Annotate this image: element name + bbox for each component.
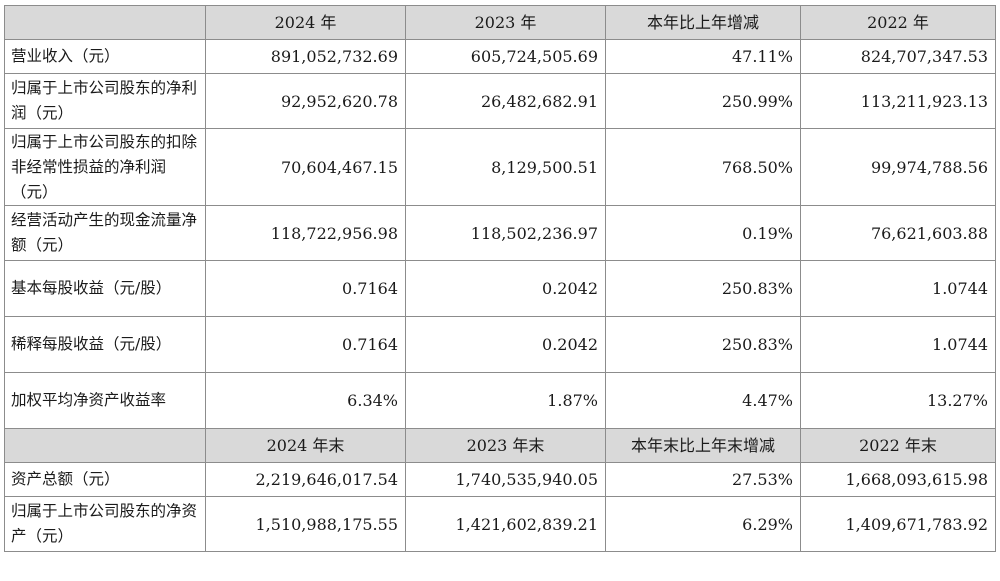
value-2023: 0.2042 xyxy=(405,316,606,373)
value-2022: 99,974,788.56 xyxy=(800,128,996,206)
value-2023: 1,421,602,839.21 xyxy=(405,496,606,552)
value-2024: 891,052,732.69 xyxy=(205,39,406,74)
header-row-year-end: 2024 年末 2023 年末 本年末比上年末增减 2022 年末 xyxy=(4,428,996,463)
row-label: 基本每股收益（元/股） xyxy=(4,260,206,317)
value-2024: 1,510,988,175.55 xyxy=(205,496,406,552)
value-2023: 26,482,682.91 xyxy=(405,73,606,129)
table-row: 稀释每股收益（元/股） 0.7164 0.2042 250.83% 1.0744 xyxy=(4,316,996,373)
value-2023: 118,502,236.97 xyxy=(405,205,606,261)
header-cell-change: 本年比上年增减 xyxy=(605,5,801,40)
value-change: 0.19% xyxy=(605,205,801,261)
value-change: 250.83% xyxy=(605,260,801,317)
header-cell-2022: 2022 年 xyxy=(800,5,996,40)
value-change: 768.50% xyxy=(605,128,801,206)
value-2022: 113,211,923.13 xyxy=(800,73,996,129)
row-label: 经营活动产生的现金流量净额（元） xyxy=(4,205,206,261)
table-row: 归属于上市公司股东的扣除非经常性损益的净利润（元） 70,604,467.15 … xyxy=(4,128,996,206)
value-2022: 1,409,671,783.92 xyxy=(800,496,996,552)
header-cell-blank xyxy=(4,428,206,463)
financial-summary-table: 2024 年 2023 年 本年比上年增减 2022 年 营业收入（元） 891… xyxy=(4,5,996,552)
value-2023: 0.2042 xyxy=(405,260,606,317)
row-label: 归属于上市公司股东的净资产（元） xyxy=(4,496,206,552)
value-change: 27.53% xyxy=(605,462,801,497)
table-row: 营业收入（元） 891,052,732.69 605,724,505.69 47… xyxy=(4,39,996,74)
value-2023: 8,129,500.51 xyxy=(405,128,606,206)
value-2022: 13.27% xyxy=(800,372,996,429)
row-label: 加权平均净资产收益率 xyxy=(4,372,206,429)
value-2024: 70,604,467.15 xyxy=(205,128,406,206)
table-row: 资产总额（元） 2,219,646,017.54 1,740,535,940.0… xyxy=(4,462,996,497)
value-2023: 605,724,505.69 xyxy=(405,39,606,74)
value-2023: 1,740,535,940.05 xyxy=(405,462,606,497)
value-change: 6.29% xyxy=(605,496,801,552)
table-row: 基本每股收益（元/股） 0.7164 0.2042 250.83% 1.0744 xyxy=(4,260,996,317)
header-cell-2024-end: 2024 年末 xyxy=(205,428,406,463)
row-label: 归属于上市公司股东的扣除非经常性损益的净利润（元） xyxy=(4,128,206,206)
row-label: 营业收入（元） xyxy=(4,39,206,74)
value-2022: 1.0744 xyxy=(800,316,996,373)
header-cell-2023-end: 2023 年末 xyxy=(405,428,606,463)
value-change: 4.47% xyxy=(605,372,801,429)
table-row: 加权平均净资产收益率 6.34% 1.87% 4.47% 13.27% xyxy=(4,372,996,429)
value-2024: 0.7164 xyxy=(205,260,406,317)
row-label: 资产总额（元） xyxy=(4,462,206,497)
value-2024: 118,722,956.98 xyxy=(205,205,406,261)
value-change: 47.11% xyxy=(605,39,801,74)
table-row: 经营活动产生的现金流量净额（元） 118,722,956.98 118,502,… xyxy=(4,205,996,261)
value-2023: 1.87% xyxy=(405,372,606,429)
table-row: 归属于上市公司股东的净利润（元） 92,952,620.78 26,482,68… xyxy=(4,73,996,129)
value-2024: 0.7164 xyxy=(205,316,406,373)
header-cell-blank xyxy=(4,5,206,40)
header-cell-2023: 2023 年 xyxy=(405,5,606,40)
value-2024: 6.34% xyxy=(205,372,406,429)
value-2022: 824,707,347.53 xyxy=(800,39,996,74)
value-2024: 92,952,620.78 xyxy=(205,73,406,129)
header-cell-2024: 2024 年 xyxy=(205,5,406,40)
header-cell-2022-end: 2022 年末 xyxy=(800,428,996,463)
value-2022: 1,668,093,615.98 xyxy=(800,462,996,497)
value-2022: 1.0744 xyxy=(800,260,996,317)
header-cell-change-end: 本年末比上年末增减 xyxy=(605,428,801,463)
row-label: 稀释每股收益（元/股） xyxy=(4,316,206,373)
header-row-annual: 2024 年 2023 年 本年比上年增减 2022 年 xyxy=(4,5,996,40)
value-2024: 2,219,646,017.54 xyxy=(205,462,406,497)
table-row: 归属于上市公司股东的净资产（元） 1,510,988,175.55 1,421,… xyxy=(4,496,996,552)
value-2022: 76,621,603.88 xyxy=(800,205,996,261)
value-change: 250.99% xyxy=(605,73,801,129)
row-label: 归属于上市公司股东的净利润（元） xyxy=(4,73,206,129)
value-change: 250.83% xyxy=(605,316,801,373)
